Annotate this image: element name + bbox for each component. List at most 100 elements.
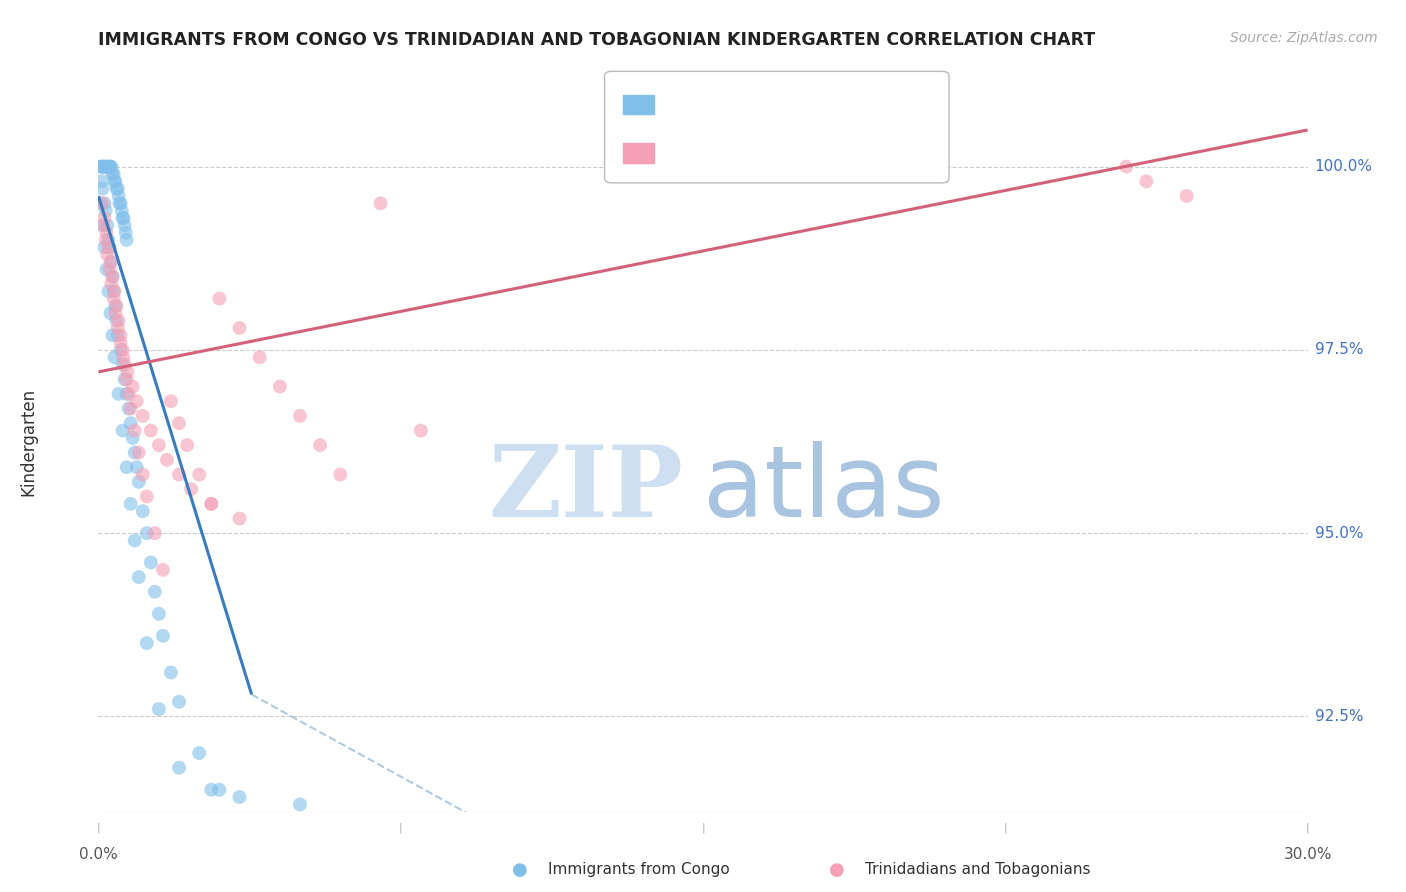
Point <box>105 181 128 195</box>
Point <box>370 196 392 211</box>
Point <box>111 343 134 357</box>
Point <box>101 269 124 284</box>
Point <box>200 497 222 511</box>
Point <box>100 277 122 291</box>
Point <box>93 211 115 225</box>
Text: ●: ● <box>512 861 529 879</box>
Point <box>94 203 117 218</box>
Point <box>96 247 118 261</box>
Point <box>176 438 198 452</box>
Text: 97.5%: 97.5% <box>1315 343 1362 358</box>
Point <box>89 160 111 174</box>
Point <box>167 416 190 430</box>
Point <box>91 219 114 233</box>
Text: 92.5%: 92.5% <box>1315 709 1362 724</box>
Text: R =: R = <box>665 145 702 161</box>
Text: 95.0%: 95.0% <box>1315 525 1362 541</box>
Point <box>110 328 132 343</box>
Point <box>111 211 134 225</box>
Point <box>96 226 118 240</box>
Point <box>112 211 135 225</box>
Point <box>103 292 125 306</box>
Text: 0.0%: 0.0% <box>79 847 118 863</box>
Point <box>288 797 311 812</box>
Point <box>309 438 332 452</box>
Point <box>135 526 157 541</box>
Point <box>200 782 222 797</box>
Point <box>114 358 136 372</box>
Point <box>104 174 127 188</box>
Point <box>121 379 143 393</box>
Text: |: | <box>1306 822 1309 833</box>
Point <box>132 504 155 518</box>
Point <box>100 160 122 174</box>
Point <box>107 387 129 401</box>
Point <box>120 416 142 430</box>
Point <box>94 233 117 247</box>
Text: 0.382: 0.382 <box>702 145 756 161</box>
Text: 80: 80 <box>813 97 831 112</box>
Point <box>97 233 120 247</box>
Text: 59: 59 <box>813 145 831 161</box>
Point <box>167 695 190 709</box>
Point <box>152 563 174 577</box>
Point <box>107 181 129 195</box>
Point <box>90 174 112 188</box>
Point <box>114 372 136 386</box>
Text: |: | <box>399 822 402 833</box>
Point <box>228 790 250 805</box>
Point <box>97 160 120 174</box>
Point <box>91 181 114 195</box>
Point <box>148 607 170 621</box>
Text: R =: R = <box>665 97 702 112</box>
Point <box>96 262 118 277</box>
Point <box>120 497 142 511</box>
Point <box>200 497 222 511</box>
Point <box>93 196 115 211</box>
Point <box>143 526 166 541</box>
Text: |: | <box>1004 822 1007 833</box>
Point <box>269 379 291 393</box>
Point <box>120 401 142 416</box>
Point <box>98 160 121 174</box>
Point <box>124 533 146 548</box>
Point <box>103 350 125 364</box>
Point <box>115 387 138 401</box>
Point <box>104 306 127 320</box>
Point <box>117 365 139 379</box>
Point <box>105 313 128 327</box>
Text: Immigrants from Congo: Immigrants from Congo <box>548 863 730 877</box>
Point <box>132 467 155 482</box>
Point <box>228 321 250 335</box>
Point <box>139 556 162 570</box>
Point <box>100 160 122 174</box>
Point <box>208 782 231 797</box>
Point <box>97 240 120 254</box>
Point <box>114 226 136 240</box>
Point <box>91 219 114 233</box>
Point <box>100 306 122 320</box>
Point <box>111 358 134 372</box>
Text: 100.0%: 100.0% <box>1315 159 1372 174</box>
Point <box>143 584 166 599</box>
Text: N =: N = <box>769 97 824 112</box>
Point <box>105 299 128 313</box>
Point <box>110 196 132 211</box>
Text: ●: ● <box>828 861 845 879</box>
Point <box>118 387 141 401</box>
Text: IMMIGRANTS FROM CONGO VS TRINIDADIAN AND TOBAGONIAN KINDERGARTEN CORRELATION CHA: IMMIGRANTS FROM CONGO VS TRINIDADIAN AND… <box>98 31 1095 49</box>
Point <box>107 313 129 327</box>
Point <box>128 475 150 489</box>
Text: Kindergarten: Kindergarten <box>20 387 37 496</box>
Point <box>124 424 146 438</box>
Point <box>111 424 134 438</box>
Point <box>107 328 129 343</box>
Point <box>103 174 125 188</box>
Text: |: | <box>97 822 100 833</box>
Point <box>93 240 115 254</box>
Point <box>96 160 118 174</box>
Point <box>110 335 132 350</box>
Point <box>100 255 122 269</box>
Point <box>1175 189 1198 203</box>
Text: 30.0%: 30.0% <box>1284 847 1331 863</box>
